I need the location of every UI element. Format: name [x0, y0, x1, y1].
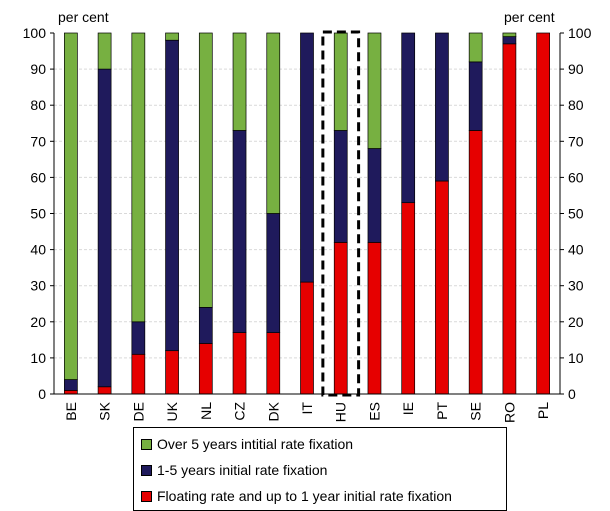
left-axis-unit-label: per cent: [58, 9, 109, 25]
bar-segment-pl: [536, 32, 550, 395]
bar-segment-cz: [232, 32, 247, 131]
bar-segment-de: [131, 32, 146, 323]
bar-segment-es: [367, 148, 382, 243]
legend: Over 5 years intitial rate fixation 1-5 …: [133, 427, 507, 511]
legend-swatch-1-5-years: [141, 464, 152, 476]
bar-segment-uk: [165, 350, 179, 395]
bar-segment-nl: [198, 32, 213, 308]
right-y-axis: 0 10 20 30 40 50 60 70 80 90 100: [560, 25, 592, 402]
x-tick-label: PT: [434, 402, 450, 420]
left-y-tick-label: 100: [23, 25, 47, 41]
legend-label: 1-5 years initial rate fixation: [157, 462, 328, 478]
bar-segment-nl: [198, 307, 213, 344]
right-y-tick-label: 0: [568, 386, 576, 402]
left-y-tick-label: 10: [30, 350, 46, 366]
left-y-tick-label: 20: [30, 314, 46, 330]
bar-segment-de: [131, 321, 146, 355]
right-y-tick-label: 70: [568, 133, 584, 149]
bar-segment-se: [468, 32, 483, 63]
x-tick-label: UK: [164, 401, 180, 421]
right-axis-unit-label: per cent: [504, 9, 555, 25]
right-y-tick-label: 80: [568, 97, 584, 113]
right-y-tick-label: 30: [568, 278, 584, 294]
bar-segment-be: [64, 32, 78, 380]
bar-segment-hu: [333, 242, 348, 395]
bar-segment-es: [367, 242, 382, 395]
x-tick-label: NL: [198, 402, 214, 420]
bar-segment-de: [131, 353, 146, 395]
x-axis: BE SK DE UK NL CZ DK IT HU ES IE PT SE RO PL: [63, 401, 551, 423]
bar-segment-ro: [502, 43, 517, 395]
bar-segment-ro: [502, 32, 517, 37]
right-y-tick-label: 90: [568, 61, 584, 77]
bar-segment-sk: [97, 386, 112, 395]
bar-segment-se: [468, 130, 483, 395]
legend-swatch-over-5-years: [141, 438, 152, 450]
right-y-tick-label: 40: [568, 242, 584, 258]
legend-item: Floating rate and up to 1 year initial r…: [141, 486, 452, 506]
x-tick-label: IE: [400, 402, 416, 415]
bar-segment-be: [64, 379, 78, 391]
bar-segment-pt: [435, 180, 449, 395]
left-y-tick-label: 0: [38, 386, 46, 402]
bar-segment-dk: [266, 213, 281, 333]
bars-group: [64, 32, 550, 395]
legend-label: Over 5 years intitial rate fixation: [157, 436, 354, 452]
legend-item: 1-5 years initial rate fixation: [141, 460, 327, 480]
bar-segment-ie: [401, 32, 416, 204]
right-y-tick-label: 100: [568, 25, 592, 41]
left-y-tick-label: 80: [30, 97, 46, 113]
bar-segment-ie: [401, 202, 416, 395]
left-y-axis: 0 10 20 30 40 50 60 70 80 90 100: [23, 25, 54, 402]
bar-segment-it: [300, 32, 314, 283]
legend-swatch-floating: [141, 490, 152, 502]
x-tick-label: HU: [333, 402, 349, 422]
right-y-tick-label: 50: [568, 206, 584, 222]
bar-segment-cz: [232, 130, 247, 333]
bar-segment-dk: [266, 32, 281, 214]
bar-segment-es: [367, 32, 382, 149]
bar-segment-dk: [266, 332, 281, 395]
bar-segment-ro: [502, 36, 517, 45]
right-y-tick-label: 60: [568, 169, 584, 185]
bar-segment-be: [64, 390, 78, 395]
bar-segment-se: [468, 61, 483, 131]
x-tick-label: PL: [535, 402, 551, 419]
bar-segment-nl: [198, 343, 213, 395]
bar-segment-sk: [97, 68, 112, 388]
x-tick-label: BE: [63, 402, 79, 421]
legend-label: Floating rate and up to 1 year initial r…: [157, 488, 452, 504]
bar-segment-hu: [333, 32, 348, 131]
x-tick-label: SE: [468, 402, 484, 421]
left-y-tick-label: 70: [30, 133, 46, 149]
bar-segment-sk: [97, 32, 112, 70]
right-y-tick-label: 10: [568, 350, 584, 366]
left-y-tick-label: 50: [30, 206, 46, 222]
left-y-tick-label: 90: [30, 61, 46, 77]
left-y-tick-label: 60: [30, 169, 46, 185]
x-tick-label: RO: [501, 402, 517, 423]
right-y-tick-label: 20: [568, 314, 584, 330]
bar-segment-cz: [232, 332, 247, 395]
bar-segment-uk: [165, 39, 179, 352]
x-tick-label: SK: [97, 401, 113, 420]
left-y-tick-label: 40: [30, 242, 46, 258]
x-tick-label: DE: [130, 402, 146, 421]
bar-segment-it: [300, 281, 314, 395]
x-tick-label: IT: [299, 402, 315, 415]
bar-segment-uk: [165, 32, 179, 41]
x-tick-label: ES: [366, 402, 382, 421]
x-tick-label: CZ: [232, 402, 248, 421]
legend-item: Over 5 years intitial rate fixation: [141, 434, 353, 454]
bar-segment-pt: [435, 32, 449, 182]
x-tick-label: DK: [265, 401, 281, 421]
left-y-tick-label: 30: [30, 278, 46, 294]
bar-segment-hu: [333, 130, 348, 243]
highlight-box-hu: [321, 30, 361, 397]
highlight-box: [321, 30, 361, 397]
